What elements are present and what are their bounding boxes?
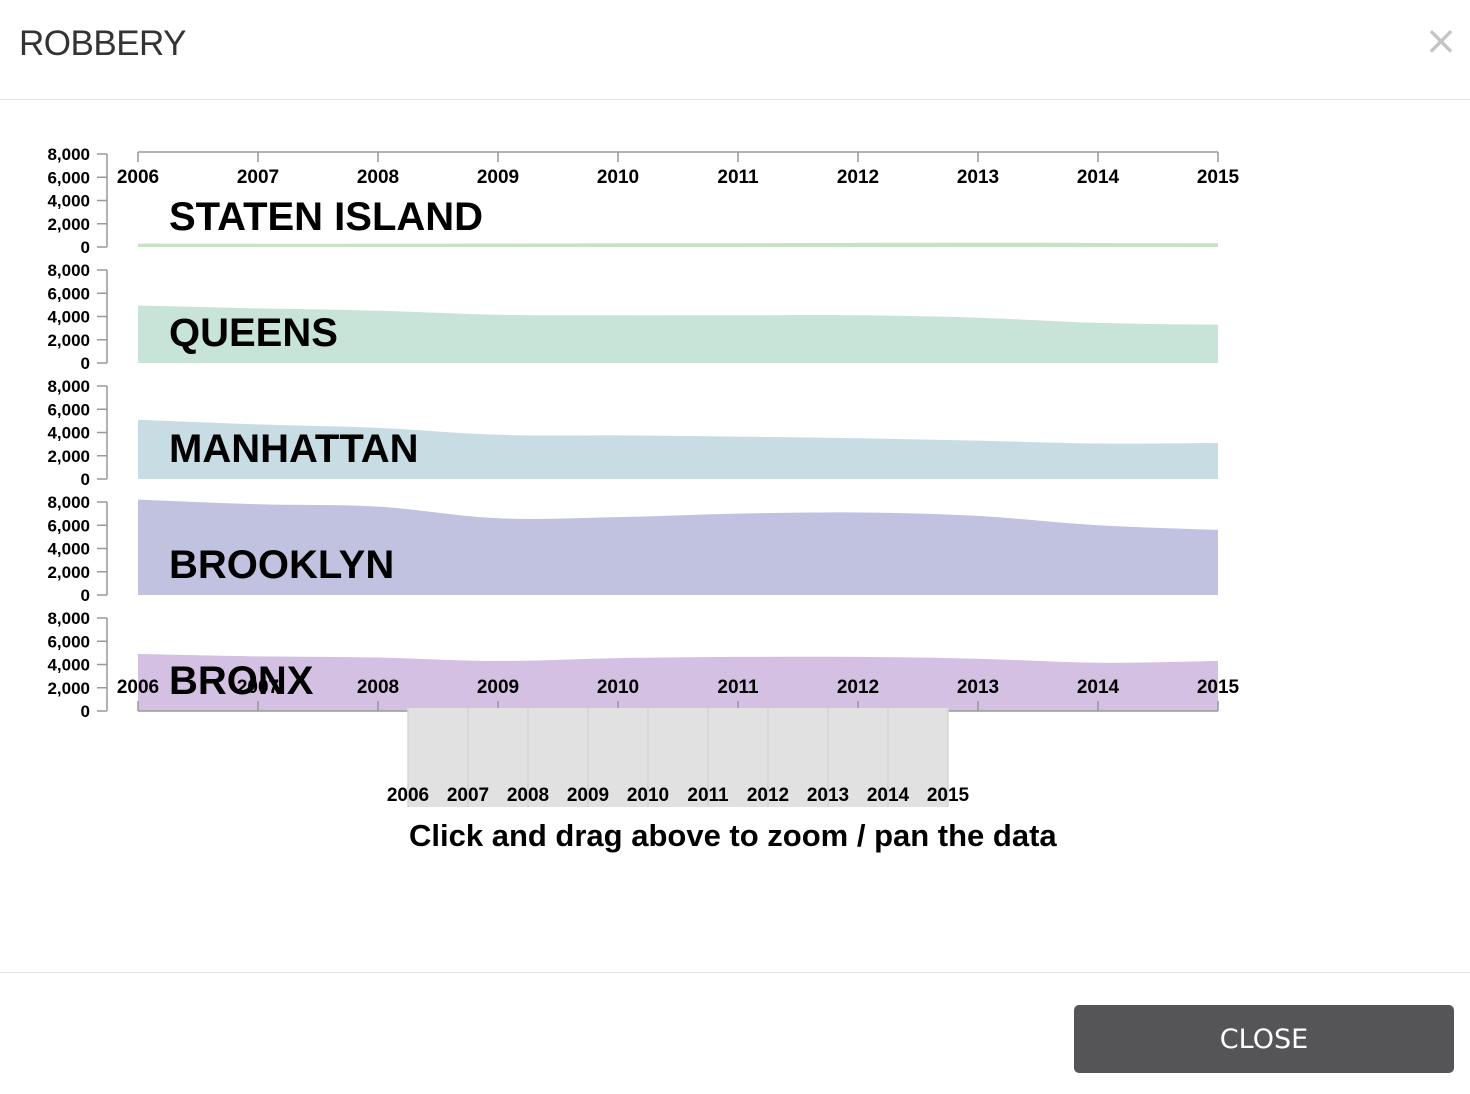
- series-label: STATEN ISLAND: [169, 195, 483, 239]
- top-x-tick-label: 2006: [117, 167, 159, 188]
- y-tick-label: 0: [81, 702, 90, 721]
- brush-background: [408, 708, 948, 807]
- y-tick-label: 8,000: [47, 493, 90, 512]
- top-x-tick-label: 2013: [957, 167, 999, 188]
- brush-selection[interactable]: [408, 708, 948, 807]
- bottom-x-tick-label: 2006: [117, 677, 159, 698]
- brush-tick-label: 2009: [567, 785, 609, 806]
- y-tick-label: 2,000: [47, 563, 90, 582]
- y-tick-label: 6,000: [47, 168, 90, 187]
- top-x-tick-label: 2007: [237, 167, 279, 188]
- y-tick-label: 2,000: [47, 447, 90, 466]
- y-tick-label: 0: [81, 354, 90, 373]
- brush-tick-label: 2010: [627, 785, 669, 806]
- y-tick-label: 4,000: [47, 308, 90, 327]
- area-queens: [138, 305, 1218, 363]
- bottom-x-tick-label: 2008: [357, 677, 399, 698]
- y-tick-label: 2,000: [47, 215, 90, 234]
- bottom-x-tick-label: 2014: [1077, 677, 1120, 698]
- bottom-x-tick-label: 2009: [477, 677, 519, 698]
- series-label: BRONX: [169, 659, 314, 703]
- brush-tick-label: 2014: [867, 785, 910, 806]
- bottom-x-tick-label: 2012: [837, 677, 879, 698]
- top-x-tick-label: 2015: [1197, 167, 1240, 188]
- modal-title: ROBBERY: [19, 24, 187, 63]
- y-tick-label: 6,000: [47, 400, 90, 419]
- y-tick-label: 4,000: [47, 192, 90, 211]
- y-tick-label: 0: [81, 470, 90, 489]
- area-brooklyn: [138, 499, 1218, 595]
- y-tick-label: 8,000: [47, 377, 90, 396]
- y-tick-label: 6,000: [47, 516, 90, 535]
- area-manhattan: [138, 419, 1218, 479]
- zoom-hint: Click and drag above to zoom / pan the d…: [409, 818, 1057, 853]
- brush-tick-label: 2012: [747, 785, 789, 806]
- y-tick-label: 8,000: [47, 145, 90, 164]
- series-label: QUEENS: [169, 311, 338, 355]
- y-tick-label: 2,000: [47, 679, 90, 698]
- y-tick-label: 0: [81, 586, 90, 605]
- y-tick-label: 4,000: [47, 540, 90, 559]
- y-tick-label: 4,000: [47, 424, 90, 443]
- modal-footer: CLOSE: [0, 972, 1470, 1094]
- top-x-tick-label: 2010: [597, 167, 639, 188]
- y-tick-label: 0: [81, 238, 90, 257]
- top-x-tick-label: 2011: [717, 167, 759, 188]
- y-tick-label: 6,000: [47, 284, 90, 303]
- brush-tick-label: 2006: [387, 785, 429, 806]
- close-button[interactable]: CLOSE: [1074, 1005, 1454, 1073]
- close-icon[interactable]: ×: [1424, 18, 1458, 64]
- modal-header: ROBBERY ×: [0, 0, 1470, 100]
- top-x-tick-label: 2009: [477, 167, 519, 188]
- top-x-tick-label: 2014: [1077, 167, 1120, 188]
- area-staten-island: [138, 242, 1218, 247]
- top-x-tick-label: 2012: [837, 167, 879, 188]
- bottom-x-tick-label: 2015: [1197, 677, 1240, 698]
- top-x-tick-label: 2008: [357, 167, 399, 188]
- brush-tick-label: 2013: [807, 785, 849, 806]
- y-tick-label: 8,000: [47, 261, 90, 280]
- brush-tick-label: 2011: [687, 785, 729, 806]
- brush-tick-label: 2008: [507, 785, 549, 806]
- bottom-x-tick-label: 2011: [717, 677, 759, 698]
- robbery-chart[interactable]: 0 2,000 4,000 6,000 8,000 STATEN ISLAND 0 2,000…: [0, 101, 1470, 871]
- brush-tick-label: 2015: [927, 785, 970, 806]
- series-label: BROOKLYN: [169, 543, 394, 587]
- y-tick-label: 4,000: [47, 656, 90, 675]
- bottom-x-tick-label: 2013: [957, 677, 999, 698]
- area-bronx: [138, 654, 1218, 711]
- chart-area: 0 2,000 4,000 6,000 8,000 STATEN ISLAND 0 2,000…: [0, 101, 1470, 871]
- bottom-x-tick-label: 2007: [237, 677, 279, 698]
- bottom-x-tick-label: 2010: [597, 677, 639, 698]
- y-tick-label: 2,000: [47, 331, 90, 350]
- y-tick-label: 6,000: [47, 632, 90, 651]
- series-label: MANHATTAN: [169, 427, 419, 471]
- brush-tick-label: 2007: [447, 785, 489, 806]
- y-tick-label: 8,000: [47, 609, 90, 628]
